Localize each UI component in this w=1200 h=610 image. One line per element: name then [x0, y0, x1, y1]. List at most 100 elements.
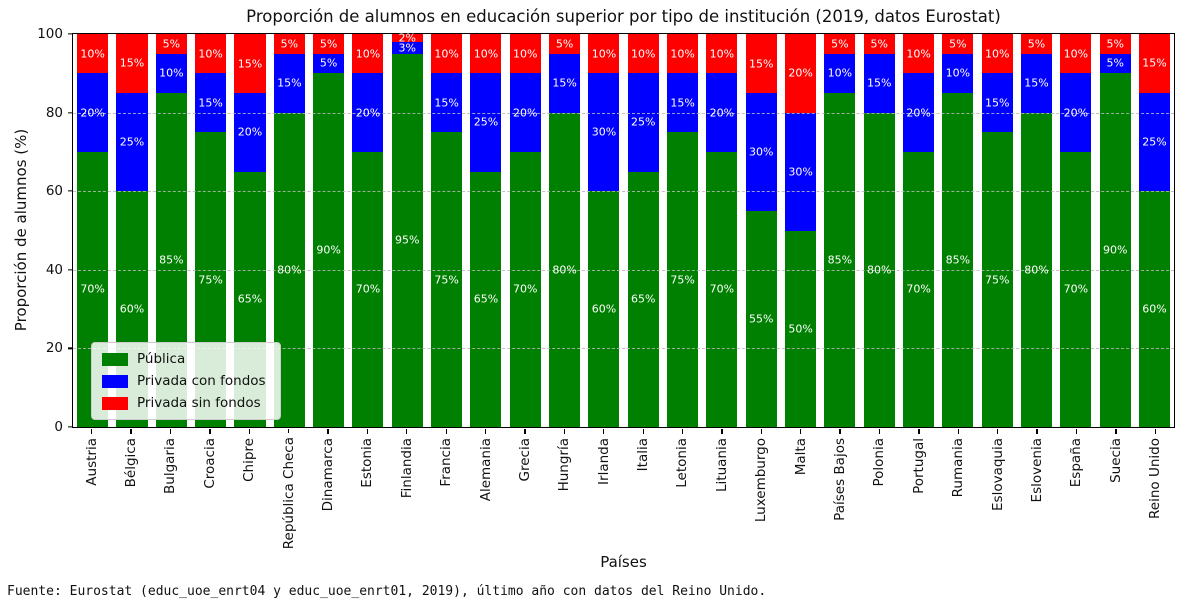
bar-segment-label: 80%	[866, 263, 892, 277]
bar: 85% 10% 5%	[824, 34, 856, 427]
bar-segment-label: 85%	[159, 253, 184, 267]
bar-segment-label: 10%	[473, 47, 499, 61]
legend-item: Pública	[102, 351, 266, 367]
x-tick-label: Portugal	[910, 438, 927, 494]
bar-segment: 65%	[627, 171, 659, 427]
bar-segment-label: 5%	[1027, 37, 1046, 51]
bar-slot: 70% 20% 10%	[506, 34, 545, 427]
legend-swatch	[102, 374, 128, 388]
bar-segment: 10%	[431, 34, 463, 74]
bar-slot: 75% 15% 10%	[663, 34, 702, 427]
bar-segment: 5%	[942, 34, 974, 54]
x-tick-label: Polonia	[871, 438, 888, 487]
x-axis-tick-labels: Austria Bélgica Bulgaria Croacia Chipre Repúb…	[72, 429, 1175, 549]
bar-segment: 5%	[1099, 53, 1131, 74]
x-tick: Francia	[427, 429, 466, 549]
bar-segment: 70%	[352, 151, 384, 427]
bar-segment-label: 30%	[749, 145, 774, 159]
bar-segment: 15%	[234, 34, 266, 93]
bar-segment: 90%	[1099, 73, 1131, 427]
x-tick: Malta	[781, 429, 820, 549]
bar-segment: 15%	[549, 53, 581, 113]
x-tick-mark	[681, 429, 684, 434]
bar-segment-label: 30%	[591, 125, 617, 139]
bar-segment: 20%	[352, 73, 384, 152]
x-tick: Hungría	[545, 429, 584, 549]
x-tick-mark	[918, 429, 920, 434]
bar-slot: 55% 30% 15%	[742, 34, 781, 427]
bar-segment-label: 70%	[1063, 282, 1089, 296]
bar-segment-label: 70%	[906, 282, 931, 296]
y-tick-mark	[68, 347, 73, 350]
bar-segment: 10%	[155, 53, 187, 93]
bar: 60% 25% 15%	[1138, 34, 1171, 427]
x-tick: España	[1057, 429, 1096, 549]
bar-segment: 20%	[77, 73, 109, 152]
bar-slot: 75% 15% 10%	[978, 34, 1017, 427]
bar-segment: 85%	[942, 92, 974, 427]
bar-segment-label: 5%	[831, 37, 849, 51]
x-tick-mark	[288, 429, 290, 433]
bar-segment: 15%	[981, 73, 1013, 133]
bar: 70% 20% 10%	[352, 34, 384, 427]
bar-segment: 15%	[116, 34, 148, 93]
legend-item: Privada sin fondos	[102, 395, 266, 411]
x-axis-label: Países	[600, 553, 647, 571]
x-tick: Dinamarca	[308, 429, 347, 549]
bar-segment: 5%	[313, 53, 345, 74]
x-tick-label: Grecia	[516, 438, 533, 482]
bar-segment-label: 20%	[788, 66, 813, 80]
bar-segment-label: 5%	[870, 37, 888, 51]
x-tick: Luxemburgo	[742, 429, 781, 549]
x-tick-mark	[878, 429, 881, 434]
bar-slot: 60% 25% 15%	[1135, 34, 1174, 427]
x-tick-mark	[997, 429, 999, 434]
bar-slot: 95% 3% 2%	[388, 31, 427, 427]
x-tick-mark	[445, 429, 447, 434]
x-tick-label: Malta	[792, 438, 809, 476]
bar-segment-label: 15%	[277, 76, 302, 90]
bar: 50% 30% 20%	[785, 34, 817, 427]
bar-segment-label: 10%	[709, 47, 735, 61]
bar-segment-label: 2%	[398, 31, 417, 45]
bar-slot: 70% 20% 10%	[1056, 34, 1095, 427]
x-tick-label: Eslovaquia	[989, 438, 1006, 511]
x-tick-mark	[406, 429, 408, 434]
x-tick: Italia	[623, 429, 662, 549]
bar-segment-label: 15%	[237, 57, 263, 70]
bar-segment: 15%	[863, 53, 895, 113]
bar-segment: 5%	[824, 34, 856, 54]
x-tick-mark	[91, 429, 93, 434]
bar-segment: 75%	[667, 132, 699, 427]
bar: 70% 20% 10%	[509, 34, 541, 427]
bar-segment: 10%	[470, 34, 502, 74]
bar-segment-label: 20%	[906, 106, 931, 120]
x-tick: Finlandia	[387, 429, 426, 549]
bar-segment-label: 70%	[355, 282, 381, 296]
bar-segment-label: 10%	[159, 66, 184, 80]
bar-segment-label: 85%	[827, 253, 853, 267]
x-tick-mark	[957, 429, 959, 434]
bar-segment-label: 90%	[1102, 243, 1128, 257]
bar-segment: 25%	[627, 73, 659, 172]
x-tick-label: Irlanda	[595, 438, 612, 485]
x-tick-mark	[1036, 429, 1038, 434]
x-tick: Reino Unido	[1136, 429, 1175, 549]
bar-segment-label: 10%	[906, 47, 931, 61]
x-tick-label: Bélgica	[122, 438, 139, 488]
bar-segment-label: 10%	[513, 47, 538, 61]
x-tick: Eslovaquia	[978, 429, 1017, 549]
bar-segment-label: 10%	[198, 47, 223, 61]
bar: 80% 15% 5%	[863, 34, 895, 427]
bar-segment: 65%	[470, 171, 502, 427]
bar-segment-label: 65%	[473, 292, 499, 306]
bar-segment-label: 20%	[355, 106, 381, 120]
bar-segment: 10%	[588, 34, 620, 74]
x-tick: Letonia	[663, 429, 702, 549]
bar-segment: 10%	[824, 53, 856, 93]
y-tick-label: 0	[54, 419, 63, 435]
bar-segment-label: 5%	[280, 37, 299, 51]
bar-segment: 90%	[313, 73, 345, 427]
x-tick-label: Francia	[438, 438, 455, 487]
bar-segment: 30%	[785, 112, 817, 231]
